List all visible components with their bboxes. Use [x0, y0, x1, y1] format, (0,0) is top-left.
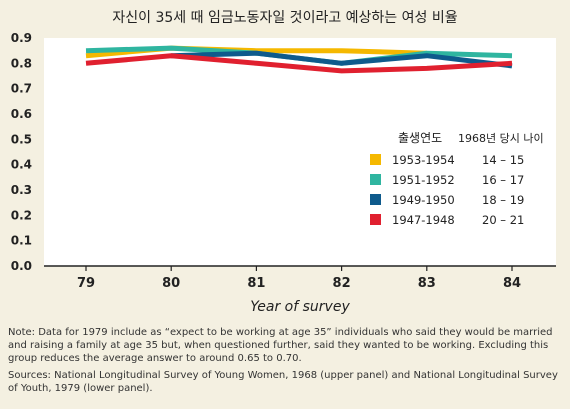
legend-age: 14 – 15	[482, 153, 524, 167]
series-layer	[85, 45, 513, 74]
x-tick-label: 80	[162, 276, 180, 291]
y-tick-label: 0.6	[11, 107, 32, 121]
chart-title: 자신이 35세 때 임금노동자일 것이라고 예상하는 여성 비율	[112, 10, 457, 26]
legend-header-cohort: 출생연도	[398, 131, 442, 145]
sources-text: Sources: National Longitudinal Survey of…	[8, 370, 558, 394]
legend-label: 1951-1952	[392, 173, 455, 187]
legend-swatch	[370, 174, 381, 185]
y-tick-label: 0.9	[11, 31, 32, 45]
x-tick-label: 83	[418, 276, 436, 291]
y-tick-label: 0.5	[11, 132, 32, 146]
legend-label: 1949-1950	[392, 193, 455, 207]
legend-label: 1953-1954	[392, 153, 455, 167]
legend-header-age: 1968년 당시 나이	[458, 132, 544, 145]
y-tick-label: 0.0	[11, 259, 32, 273]
line-chart: 자신이 35세 때 임금노동자일 것이라고 예상하는 여성 비율 0.00.10…	[11, 10, 556, 315]
x-axis-label: Year of survey	[250, 299, 350, 315]
legend-age: 18 – 19	[482, 193, 524, 207]
legend-age: 20 – 21	[482, 213, 524, 227]
y-tick-label: 0.1	[11, 234, 32, 248]
y-tick-label: 0.3	[11, 183, 32, 197]
y-tick-label: 0.7	[11, 82, 32, 96]
axis-layer: 0.0 0.1 0.2 0.3 0.4 0.5 0.6 0.7 0.8 0.9 79 80 81 82 83…	[11, 31, 556, 291]
series-line-1947-1948	[85, 53, 513, 74]
y-tick-label: 0.2	[11, 208, 32, 222]
series-line-1949-1950	[171, 50, 513, 69]
legend-swatch	[370, 154, 381, 165]
note-text: Note: Data for 1979 include as “expect t…	[8, 327, 553, 364]
legend-label: 1947-1948	[392, 213, 455, 227]
x-tick-label: 81	[247, 276, 265, 291]
y-tick-label: 0.4	[11, 158, 32, 172]
legend-swatch	[370, 194, 381, 205]
x-tick-label: 79	[77, 276, 95, 291]
y-tick-label: 0.8	[11, 56, 32, 70]
x-tick-label: 82	[333, 276, 351, 291]
plot-area	[44, 38, 556, 266]
legend-age: 16 – 17	[482, 173, 524, 187]
legend-swatch	[370, 214, 381, 225]
notes: Note: Data for 1979 include as “expect t…	[8, 326, 564, 399]
x-tick-label: 84	[503, 276, 521, 291]
